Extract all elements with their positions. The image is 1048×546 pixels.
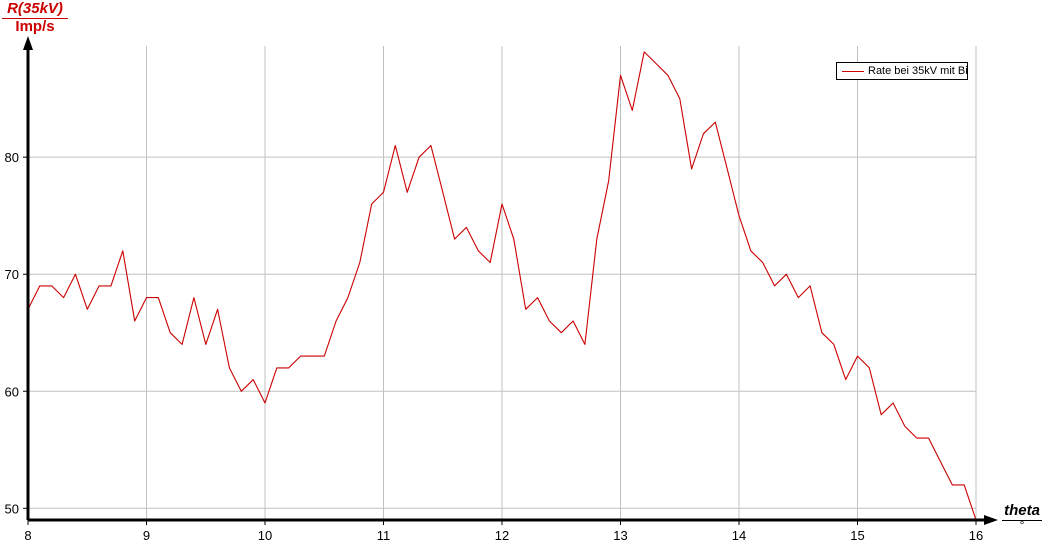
- axes: [23, 36, 998, 525]
- x-axis-unit: °: [1019, 518, 1025, 532]
- x-tick-label: 15: [850, 528, 864, 543]
- x-tick-label: 10: [258, 528, 272, 543]
- y-axis-unit: Imp/s: [15, 18, 55, 35]
- x-tick-label: 8: [24, 528, 31, 543]
- x-axis-arrowhead: [984, 515, 998, 525]
- y-axis-arrowhead: [23, 36, 33, 50]
- x-tick-label: 12: [495, 528, 509, 543]
- y-axis-label: R(35kV): [7, 0, 63, 17]
- grid-lines: [28, 46, 977, 520]
- x-tick-label: 14: [732, 528, 746, 543]
- x-tick-label: 11: [377, 528, 391, 543]
- series-line: [27, 51, 977, 521]
- x-tick-label: 9: [143, 528, 150, 543]
- y-axis-label-rule: [2, 18, 68, 19]
- x-tick-label: 13: [613, 528, 627, 543]
- tick-labels: 8 9 10 11 12 13 14 15 16 50 60 70 80: [5, 150, 984, 543]
- y-tick-label: 50: [5, 501, 19, 516]
- x-axis-label: theta: [1004, 502, 1040, 519]
- y-tick-label: 80: [5, 150, 19, 165]
- x-tick-label: 16: [969, 528, 983, 543]
- legend: Rate bei 35kV mit Bi: [836, 62, 968, 80]
- y-tick-label: 60: [5, 384, 19, 399]
- series-layer: [27, 51, 977, 521]
- x-axis-label-rule: [1002, 520, 1042, 521]
- legend-swatch: [842, 71, 864, 72]
- y-tick-label: 70: [5, 267, 19, 282]
- legend-label: Rate bei 35kV mit Bi: [868, 65, 968, 77]
